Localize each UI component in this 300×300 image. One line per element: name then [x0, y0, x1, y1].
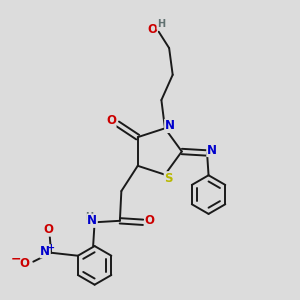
Text: O: O — [106, 114, 116, 127]
Text: O: O — [145, 214, 154, 227]
Text: O: O — [20, 257, 29, 270]
Text: N: N — [40, 245, 50, 258]
Text: S: S — [164, 172, 173, 185]
Text: N: N — [165, 119, 175, 132]
Text: −: − — [11, 253, 21, 266]
Text: N: N — [87, 214, 97, 227]
Text: O: O — [147, 23, 157, 36]
Text: N: N — [207, 143, 217, 157]
Text: +: + — [47, 243, 54, 252]
Text: H: H — [85, 212, 93, 222]
Text: O: O — [43, 223, 53, 236]
Text: H: H — [157, 19, 165, 29]
